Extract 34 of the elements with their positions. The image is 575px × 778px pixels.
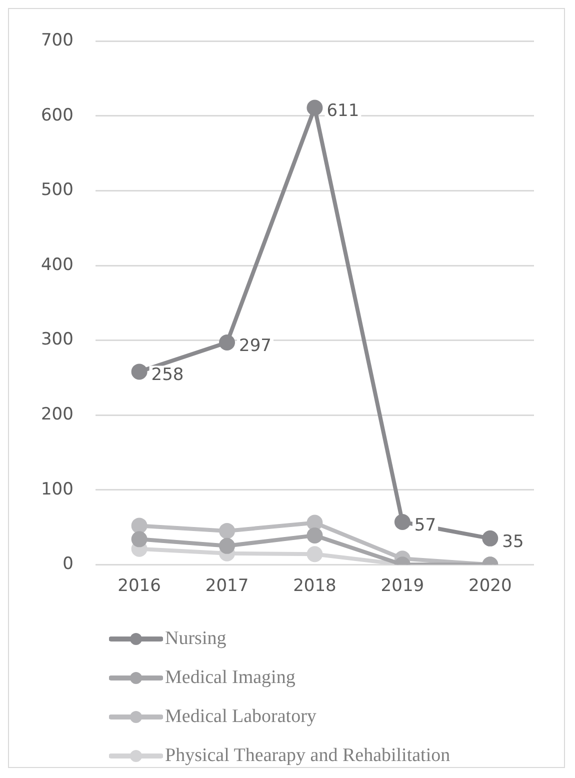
- point: [219, 334, 236, 351]
- data-label: 35: [502, 532, 524, 552]
- data-label: 611: [326, 101, 360, 122]
- y-tick-label: 600: [40, 105, 74, 126]
- point: [131, 364, 148, 380]
- y-tick-label: 500: [40, 180, 74, 200]
- point: [131, 531, 148, 548]
- point: [219, 522, 236, 539]
- y-tick-label: 700: [40, 30, 74, 51]
- point: [306, 546, 323, 562]
- legend-label: Nursing: [165, 628, 226, 650]
- x-tick-label: 2019: [380, 576, 424, 596]
- y-tick-label: 100: [40, 479, 74, 500]
- y-tick-label: 200: [40, 404, 74, 424]
- point: [306, 514, 323, 531]
- point: [482, 530, 498, 546]
- point: [306, 100, 323, 116]
- point: [131, 518, 148, 534]
- data-label: 57: [414, 515, 436, 536]
- y-tick-label: 400: [40, 254, 74, 275]
- y-tick-label: 300: [40, 330, 74, 350]
- x-tick-label: 2020: [468, 576, 512, 596]
- legend-label: Medical Laboratory: [165, 706, 316, 728]
- point: [394, 514, 410, 530]
- x-tick-label: 2018: [293, 576, 336, 596]
- point: [219, 538, 236, 554]
- y-tick-label: 0: [62, 554, 74, 574]
- point: [306, 527, 323, 544]
- x-tick-label: 2016: [118, 576, 161, 596]
- data-label: 297: [239, 336, 272, 356]
- data-label: 258: [151, 365, 184, 386]
- legend-label: Physical Thearapy and Rehabilitation: [165, 744, 450, 766]
- x-tick-label: 2017: [205, 576, 249, 596]
- legend-label: Medical Imaging: [165, 666, 296, 688]
